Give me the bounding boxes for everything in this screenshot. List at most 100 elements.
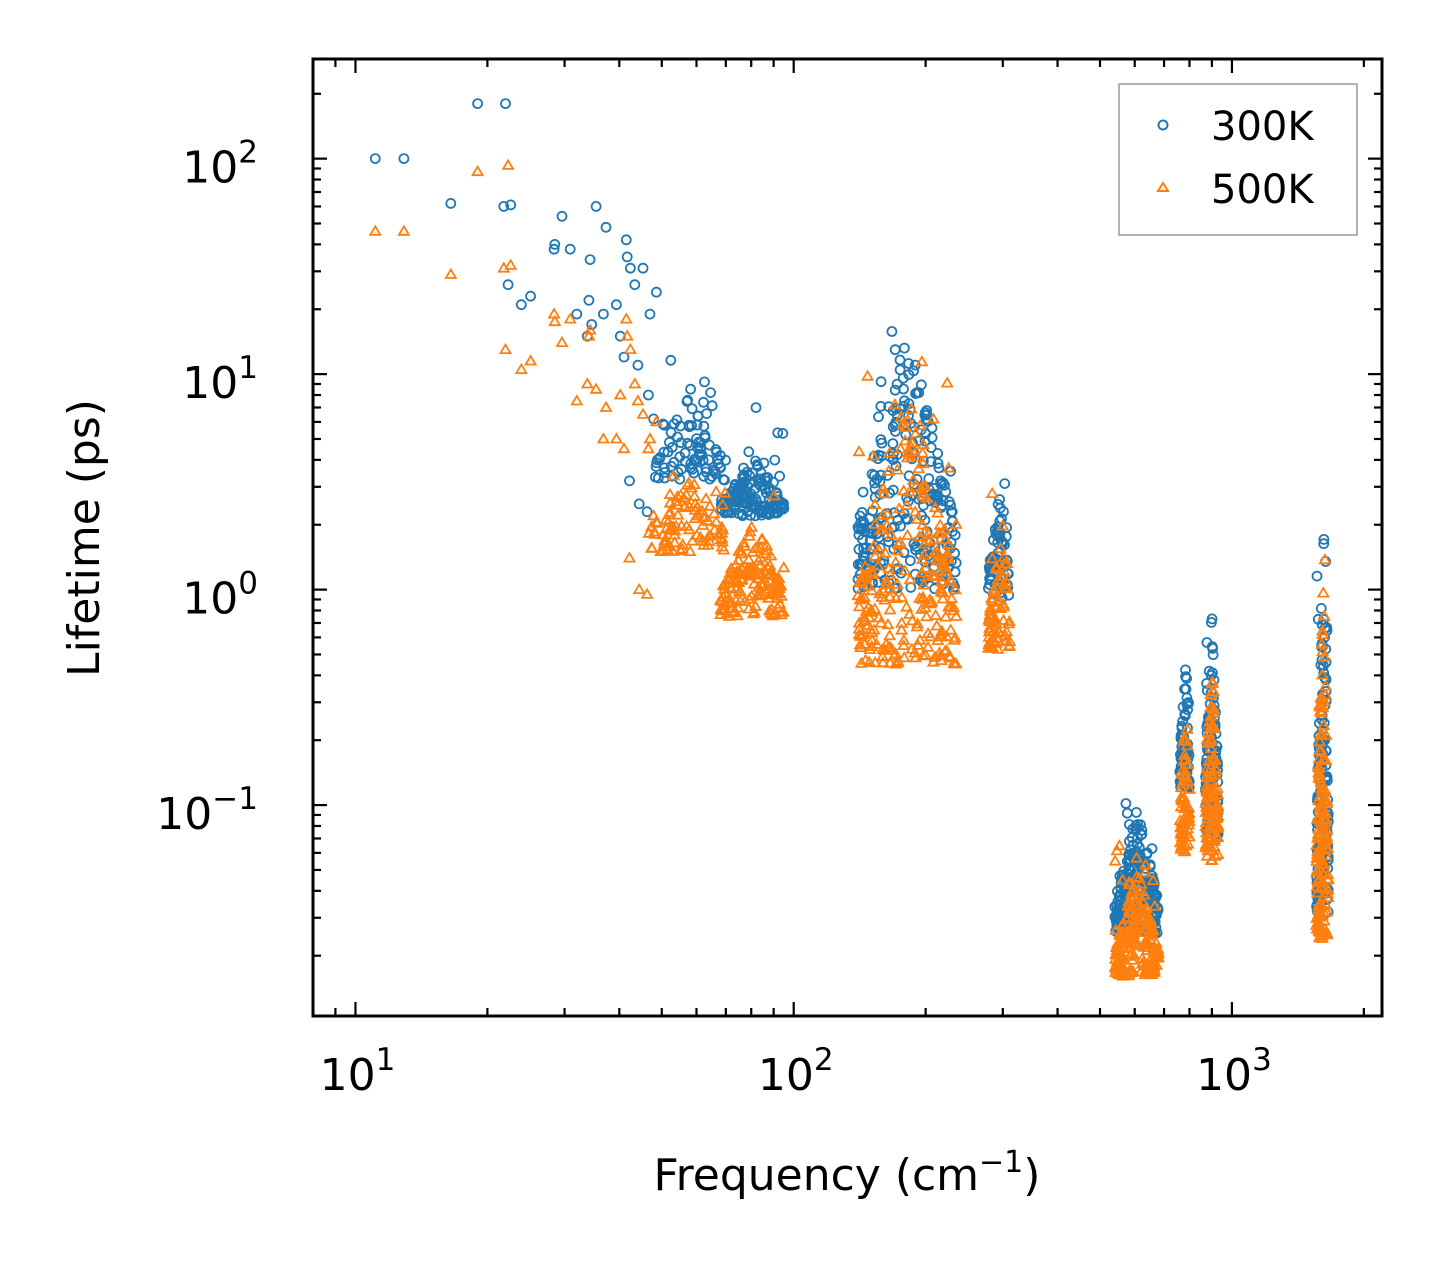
point-500K — [1314, 875, 1328, 888]
point-300K — [571, 308, 583, 320]
point-500K — [868, 497, 882, 510]
point-300K — [771, 507, 783, 519]
point-500K — [715, 520, 729, 532]
point-500K — [1129, 870, 1143, 882]
point-300K — [886, 326, 898, 337]
point-300K — [687, 463, 698, 475]
point-500K — [867, 539, 881, 551]
point-500K — [877, 487, 891, 499]
point-500K — [764, 606, 778, 618]
point-500K — [919, 648, 933, 660]
point-300K — [904, 555, 916, 567]
point-300K — [999, 478, 1011, 490]
point-300K — [897, 372, 909, 384]
point-500K — [900, 498, 914, 510]
point-500K — [1148, 899, 1162, 911]
point-500K — [774, 579, 788, 591]
point-500K — [879, 574, 893, 586]
point-300K — [685, 383, 696, 395]
point-500K — [893, 442, 908, 454]
point-500K — [905, 614, 919, 626]
point-500K — [1178, 765, 1192, 777]
point-500K — [1201, 726, 1215, 738]
legend-marker-500k — [1156, 181, 1170, 192]
point-300K — [726, 507, 737, 519]
point-500K — [1321, 891, 1335, 903]
point-500K — [928, 546, 942, 558]
point-500K — [1124, 965, 1138, 977]
point-500K — [641, 442, 655, 454]
tick-labels: 101 102 103 10−1 100 101 102 — [156, 135, 1272, 1101]
point-500K — [649, 415, 663, 427]
point-500K — [1176, 829, 1190, 841]
point-300K — [758, 457, 770, 469]
point-500K — [563, 312, 577, 324]
point-500K — [915, 552, 929, 564]
point-500K — [714, 602, 728, 614]
point-500K — [948, 657, 962, 669]
point-500K — [613, 388, 627, 400]
point-500K — [759, 547, 773, 559]
point-500K — [932, 526, 946, 538]
x-axis-title: Frequency (cm−1) — [654, 1145, 1041, 1201]
point-300K — [500, 98, 511, 109]
point-500K — [918, 561, 932, 573]
point-300K — [883, 401, 895, 413]
point-300K — [629, 279, 641, 291]
point-500K — [938, 522, 952, 535]
point-500K — [942, 461, 956, 473]
point-300K — [705, 387, 716, 399]
point-500K — [868, 549, 882, 561]
point-500K — [643, 432, 657, 444]
point-500K — [942, 552, 956, 564]
point-300K — [641, 506, 653, 518]
point-300K — [750, 493, 762, 505]
point-300K — [624, 475, 635, 487]
point-300K — [867, 505, 878, 517]
point-500K — [701, 513, 715, 525]
point-500K — [872, 543, 886, 555]
point-500K — [1130, 939, 1144, 951]
point-300K — [650, 461, 662, 473]
point-500K — [619, 312, 633, 324]
point-500K — [777, 561, 791, 573]
point-300K — [625, 262, 636, 274]
point-500K — [887, 649, 901, 661]
x-tick-label: 101 — [320, 1042, 396, 1101]
point-500K — [1135, 951, 1150, 963]
point-500K — [909, 651, 923, 663]
point-500K — [938, 645, 952, 657]
point-500K — [650, 516, 664, 528]
point-500K — [920, 610, 934, 622]
point-300K — [657, 418, 669, 430]
point-300K — [887, 438, 899, 450]
point-300K — [682, 394, 693, 406]
point-500K — [1315, 881, 1329, 893]
point-300K — [1112, 906, 1123, 917]
point-300K — [651, 457, 662, 469]
point-500K — [1180, 739, 1194, 751]
point-300K — [935, 478, 947, 489]
point-500K — [883, 629, 897, 641]
point-500K — [895, 623, 909, 635]
point-500K — [1209, 830, 1223, 842]
point-500K — [1122, 875, 1136, 887]
point-500K — [666, 469, 680, 481]
point-500K — [935, 574, 949, 586]
point-500K — [856, 570, 870, 582]
point-500K — [1206, 751, 1220, 763]
point-500K — [709, 485, 723, 497]
point-300K — [1206, 641, 1218, 653]
point-300K — [772, 427, 784, 439]
point-500K — [891, 656, 905, 668]
point-300K — [643, 389, 654, 401]
point-500K — [397, 224, 411, 236]
point-300K — [1179, 710, 1191, 722]
point-500K — [675, 542, 689, 554]
point-300K — [689, 453, 701, 465]
point-500K — [1202, 806, 1216, 818]
point-500K — [669, 494, 683, 507]
point-500K — [1146, 873, 1160, 885]
point-500K — [912, 462, 926, 474]
point-500K — [1180, 722, 1194, 734]
